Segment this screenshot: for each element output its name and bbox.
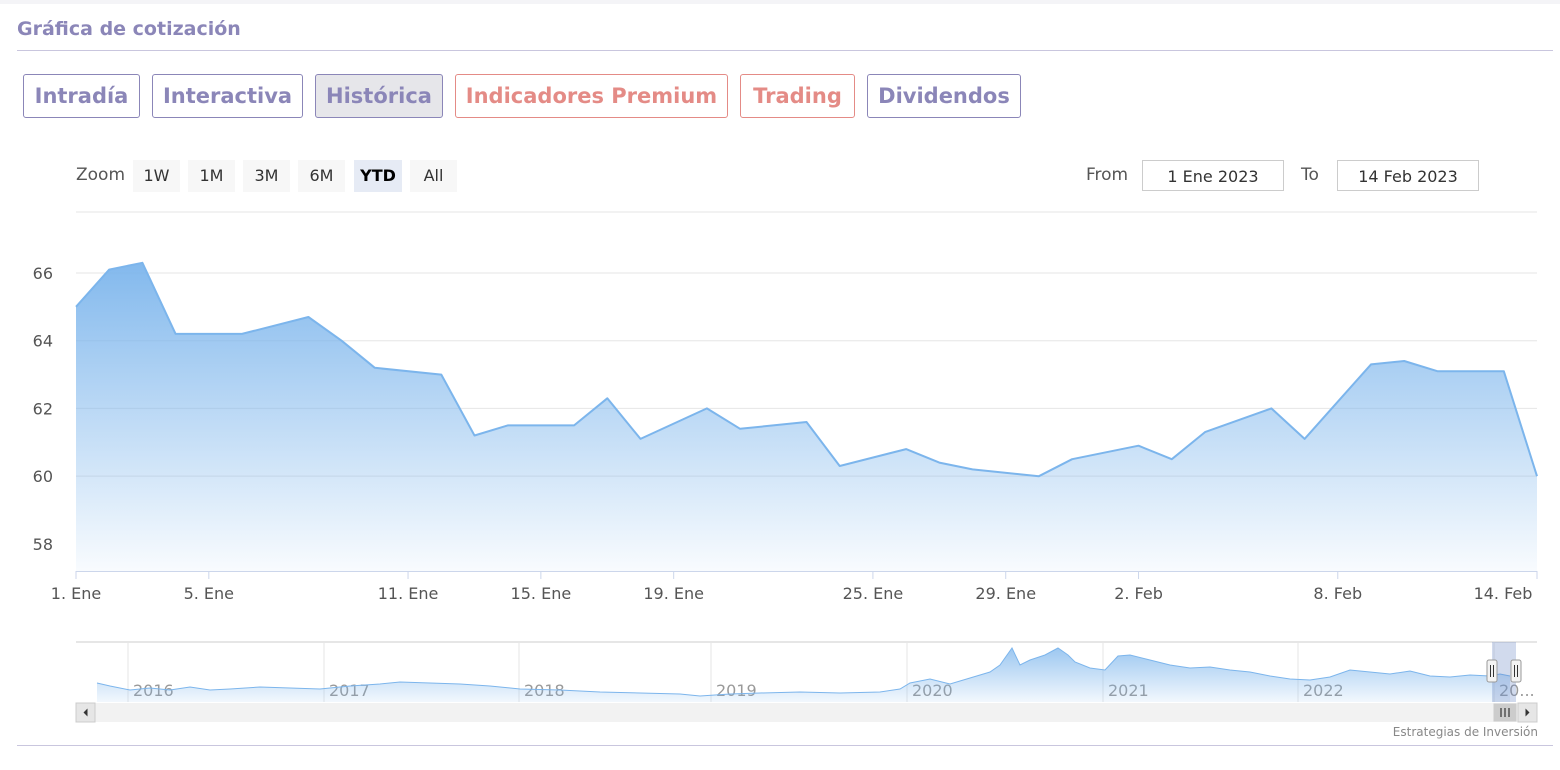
tab-interactiva[interactable]: Interactiva	[152, 74, 303, 118]
tab-indicadores-premium[interactable]: Indicadores Premium	[455, 74, 728, 118]
chart-credit[interactable]: Estrategias de Inversión	[1392, 725, 1538, 739]
y-tick-label: 66	[33, 264, 53, 283]
zoom-ytd-button[interactable]: YTD	[354, 160, 402, 192]
bottom-divider	[17, 745, 1553, 746]
x-tick-label: 14. Feb	[1474, 584, 1533, 603]
tab-historica[interactable]: Histórica	[315, 74, 443, 118]
zoom-3m-button[interactable]: 3M	[243, 160, 290, 192]
top-divider	[0, 0, 1560, 4]
series-line	[75, 261, 1538, 478]
from-date-input[interactable]: 1 Ene 2023	[1142, 160, 1284, 191]
to-label: To	[1301, 165, 1319, 185]
navigator-series-line	[96, 647, 1511, 697]
x-tick-label: 1. Ene	[51, 584, 101, 603]
title-divider	[17, 50, 1553, 51]
y-tick-label: 62	[33, 399, 53, 418]
tab-intradia[interactable]: Intradía	[23, 74, 140, 118]
x-tick-label: 8. Feb	[1313, 584, 1362, 603]
x-tick-label: 2. Feb	[1114, 584, 1163, 603]
scrollbar-left-arrow-icon[interactable]	[75, 702, 96, 723]
scrollbar-thumb[interactable]	[1493, 703, 1517, 722]
x-tick-label: 5. Ene	[184, 584, 234, 603]
navigator-right-handle[interactable]	[1510, 659, 1522, 683]
series-area	[76, 262, 1537, 571]
from-label: From	[1086, 165, 1129, 185]
x-tick-label: 19. Ene	[643, 584, 704, 603]
x-tick-label: 29. Ene	[975, 584, 1036, 603]
zoom-1w-button[interactable]: 1W	[133, 160, 180, 192]
zoom-1m-button[interactable]: 1M	[188, 160, 235, 192]
scrollbar-right-arrow-icon[interactable]	[1517, 702, 1538, 723]
navigator-series-area	[97, 648, 1510, 702]
y-tick-label: 60	[33, 467, 53, 486]
navigator-left-handle[interactable]	[1486, 659, 1498, 683]
section-title: Gráfica de cotización	[17, 18, 241, 40]
zoom-label: Zoom	[76, 165, 126, 185]
to-date-input[interactable]: 14 Feb 2023	[1337, 160, 1479, 191]
x-tick-label: 11. Ene	[378, 584, 439, 603]
tab-dividendos[interactable]: Dividendos	[867, 74, 1021, 118]
y-tick-label: 58	[33, 535, 53, 554]
navigator-scrollbar[interactable]	[76, 703, 1537, 722]
x-tick-label: 25. Ene	[843, 584, 904, 603]
zoom-all-button[interactable]: All	[410, 160, 457, 192]
tab-trading[interactable]: Trading	[740, 74, 855, 118]
x-tick-label: 15. Ene	[511, 584, 572, 603]
zoom-6m-button[interactable]: 6M	[298, 160, 345, 192]
y-tick-label: 64	[33, 332, 53, 351]
